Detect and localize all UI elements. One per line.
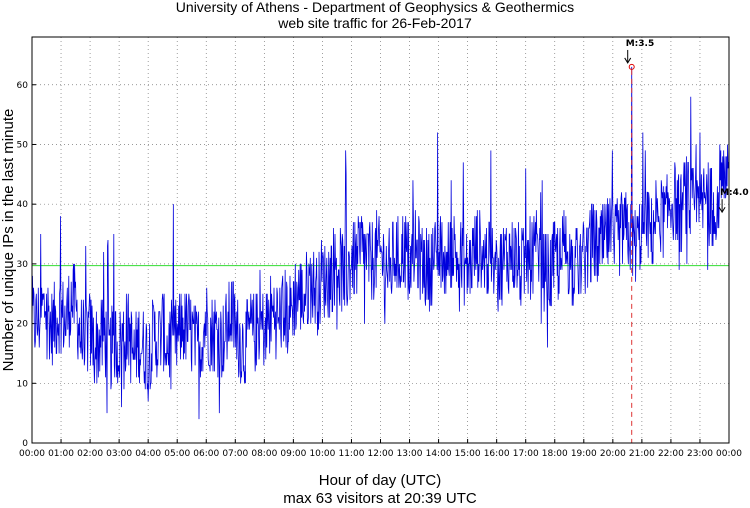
x-tick-label: 12:00	[368, 449, 394, 459]
x-tick-label: 10:00	[309, 449, 335, 459]
x-tick-label: 11:00	[338, 449, 364, 459]
x-tick-label: 20:00	[600, 449, 626, 459]
y-tick-label: 20	[17, 320, 29, 330]
y-tick-label: 10	[17, 379, 29, 389]
y-tick-label: 60	[17, 81, 29, 91]
annotation-arrow-head	[718, 206, 726, 214]
x-tick-label: 02:00	[77, 449, 103, 459]
x-tick-label: 21:00	[629, 449, 655, 459]
chart-subtitle: web site traffic for 26-Feb-2017	[277, 15, 472, 31]
x-tick-label: 13:00	[397, 449, 423, 459]
annotation-arrow-head	[624, 57, 632, 64]
x-tick-label: 01:00	[48, 449, 74, 459]
x-tick-label: 00:00	[716, 449, 742, 459]
chart-title: University of Athens - Department of Geo…	[176, 0, 574, 15]
x-tick-label: 05:00	[164, 449, 190, 459]
x-tick-label: 14:00	[426, 449, 452, 459]
x-tick-label: 06:00	[193, 449, 219, 459]
max-point-marker	[628, 63, 635, 70]
series-line-traffic	[31, 66, 729, 420]
x-tick-label: 07:00	[222, 449, 248, 459]
earthquake-magnitude-label: M:4.0	[720, 188, 749, 198]
x-tick-label: 08:00	[251, 449, 277, 459]
x-axis-ticks: 00:00 01:00 02:00 03:00 04:00 05:00 06:00 07:00…	[19, 439, 742, 459]
y-tick-label: 30	[17, 260, 29, 270]
annotations: M:3.5 M:4.0	[624, 39, 749, 214]
x-tick-label: 03:00	[106, 449, 132, 459]
y-tick-label: 40	[17, 200, 29, 210]
y-axis-label: Number of unique IPs in the last minute	[0, 109, 17, 372]
y-tick-label: 0	[22, 439, 28, 449]
x-tick-label: 09:00	[280, 449, 306, 459]
max-visitors-footer: max 63 visitors at 20:39 UTC	[283, 490, 477, 507]
x-tick-label: 00:00	[19, 449, 45, 459]
x-tick-label: 23:00	[687, 449, 713, 459]
plot-frame	[31, 36, 730, 444]
x-axis-label: Hour of day (UTC)	[319, 472, 442, 489]
y-tick-label: 50	[17, 140, 29, 150]
earthquake-magnitude-label: M:3.5	[626, 39, 655, 49]
x-tick-label: 15:00	[455, 449, 481, 459]
grid	[32, 37, 729, 443]
plot-area	[32, 37, 729, 443]
x-tick-label: 17:00	[513, 449, 539, 459]
x-tick-label: 22:00	[658, 449, 684, 459]
x-tick-label: 19:00	[571, 449, 597, 459]
x-tick-label: 16:00	[484, 449, 510, 459]
x-tick-label: 18:00	[542, 449, 568, 459]
x-tick-label: 04:00	[135, 449, 161, 459]
